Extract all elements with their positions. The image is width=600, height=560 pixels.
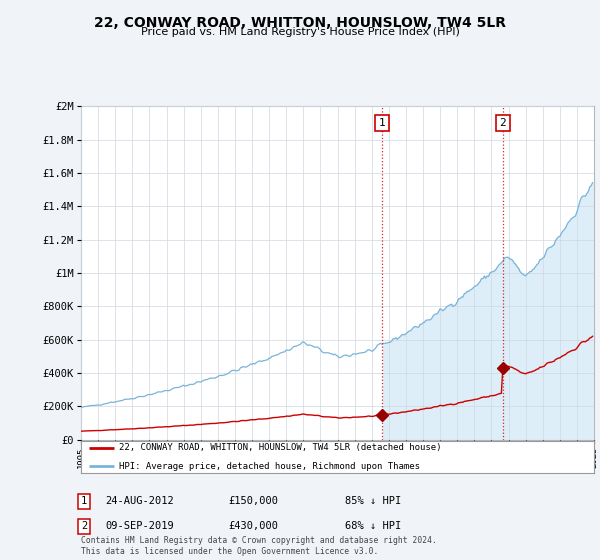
Text: HPI: Average price, detached house, Richmond upon Thames: HPI: Average price, detached house, Rich… xyxy=(119,461,421,470)
Text: Contains HM Land Registry data © Crown copyright and database right 2024.
This d: Contains HM Land Registry data © Crown c… xyxy=(81,536,437,556)
Text: 24-AUG-2012: 24-AUG-2012 xyxy=(105,496,174,506)
Text: 22, CONWAY ROAD, WHITTON, HOUNSLOW, TW4 5LR (detached house): 22, CONWAY ROAD, WHITTON, HOUNSLOW, TW4 … xyxy=(119,444,442,452)
Text: 1: 1 xyxy=(379,118,385,128)
Text: 22, CONWAY ROAD, WHITTON, HOUNSLOW, TW4 5LR: 22, CONWAY ROAD, WHITTON, HOUNSLOW, TW4 … xyxy=(94,16,506,30)
Text: £150,000: £150,000 xyxy=(228,496,278,506)
Text: Price paid vs. HM Land Registry's House Price Index (HPI): Price paid vs. HM Land Registry's House … xyxy=(140,27,460,37)
Text: 2: 2 xyxy=(81,521,87,531)
Text: 1: 1 xyxy=(81,496,87,506)
Text: 09-SEP-2019: 09-SEP-2019 xyxy=(105,521,174,531)
Text: 85% ↓ HPI: 85% ↓ HPI xyxy=(345,496,401,506)
Text: £430,000: £430,000 xyxy=(228,521,278,531)
Text: 2: 2 xyxy=(499,118,506,128)
Text: 68% ↓ HPI: 68% ↓ HPI xyxy=(345,521,401,531)
